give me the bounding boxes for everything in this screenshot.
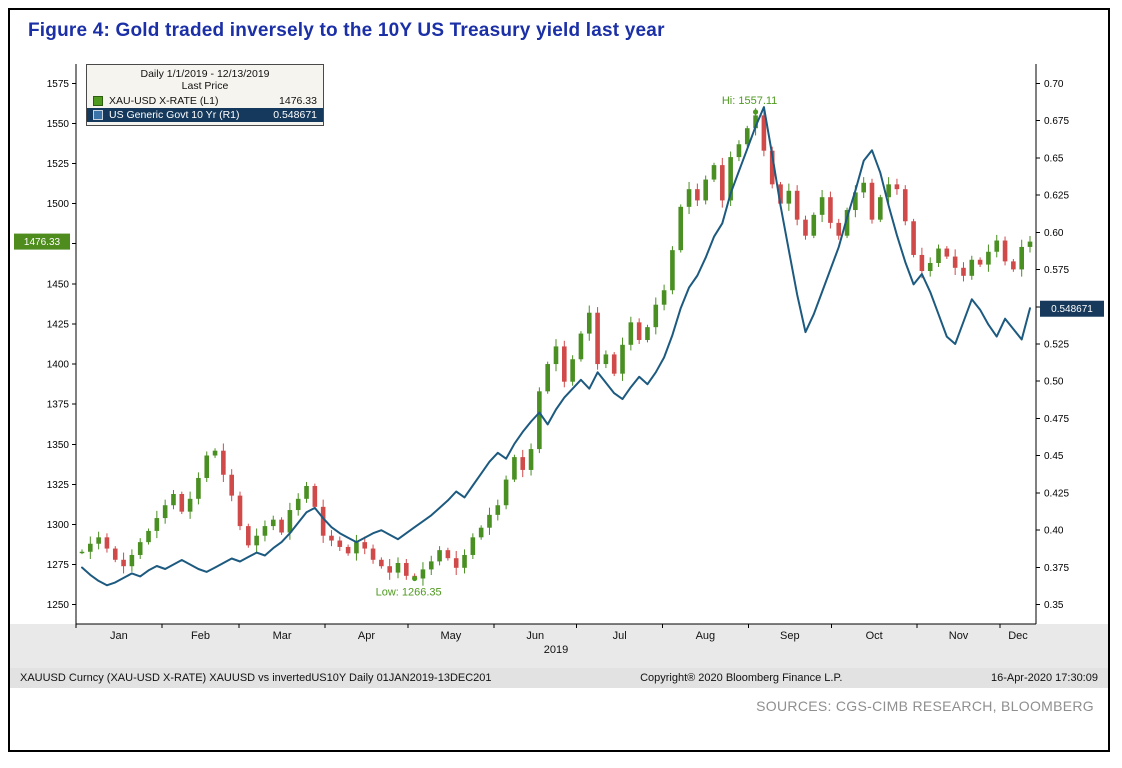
bloomberg-footer: XAUUSD Curncy (XAU-USD X-RATE) XAUUSD vs… bbox=[10, 668, 1108, 688]
svg-text:1275: 1275 bbox=[47, 560, 70, 571]
svg-text:0.65: 0.65 bbox=[1044, 153, 1064, 164]
svg-text:1250: 1250 bbox=[47, 600, 70, 611]
svg-text:Jan: Jan bbox=[110, 630, 128, 642]
svg-text:0.675: 0.675 bbox=[1044, 116, 1069, 127]
gold-candlestick-series bbox=[79, 108, 1033, 586]
svg-text:Oct: Oct bbox=[866, 630, 883, 642]
yield-line-series bbox=[81, 106, 1031, 587]
x-axis-band bbox=[10, 624, 1108, 668]
svg-text:1425: 1425 bbox=[47, 319, 70, 330]
svg-text:1525: 1525 bbox=[47, 159, 70, 170]
svg-text:1550: 1550 bbox=[47, 119, 70, 130]
legend: Daily 1/1/2019 - 12/13/2019 Last Price X… bbox=[86, 64, 324, 126]
svg-text:1500: 1500 bbox=[47, 199, 70, 210]
svg-text:0.525: 0.525 bbox=[1044, 340, 1069, 351]
footer-ticker-text: XAUUSD Curncy (XAU-USD X-RATE) XAUUSD vs… bbox=[20, 672, 492, 684]
high-annotation: Hi: 1557.11 bbox=[722, 95, 777, 107]
svg-text:0.45: 0.45 bbox=[1044, 451, 1064, 462]
svg-text:0.548671: 0.548671 bbox=[1051, 304, 1093, 315]
svg-text:1575: 1575 bbox=[47, 79, 70, 90]
svg-text:1476.33: 1476.33 bbox=[24, 237, 61, 248]
svg-text:May: May bbox=[440, 630, 461, 642]
left-axis-badge: 1476.33 bbox=[14, 233, 70, 250]
svg-text:Feb: Feb bbox=[191, 630, 210, 642]
svg-text:Apr: Apr bbox=[358, 630, 375, 642]
low-annotation: Low: 1266.35 bbox=[376, 586, 442, 598]
right-axis-ticks: 0.350.3750.400.4250.450.4750.500.5250.55… bbox=[1036, 79, 1069, 611]
chart-area: 1250127513001325135013751400142514501475… bbox=[10, 46, 1108, 668]
footer-timestamp: 16-Apr-2020 17:30:09 bbox=[990, 672, 1098, 684]
svg-text:Aug: Aug bbox=[696, 630, 716, 642]
legend-value-yield: 0.548671 bbox=[273, 109, 317, 121]
svg-text:0.575: 0.575 bbox=[1044, 265, 1069, 276]
legend-label-yield: US Generic Govt 10 Yr (R1) bbox=[109, 109, 240, 121]
svg-text:2019: 2019 bbox=[544, 644, 568, 656]
page-title: Figure 4: Gold traded inversely to the 1… bbox=[28, 20, 665, 41]
gold-series-swatch-icon bbox=[93, 96, 103, 106]
svg-text:0.375: 0.375 bbox=[1044, 563, 1069, 574]
svg-text:1375: 1375 bbox=[47, 400, 70, 411]
figure-frame: Figure 4: Gold traded inversely to the 1… bbox=[8, 8, 1110, 752]
svg-text:Sep: Sep bbox=[780, 630, 800, 642]
legend-period: Daily 1/1/2019 - 12/13/2019 bbox=[140, 68, 270, 80]
svg-text:1400: 1400 bbox=[47, 360, 70, 371]
svg-text:0.475: 0.475 bbox=[1044, 414, 1069, 425]
svg-text:Nov: Nov bbox=[949, 630, 969, 642]
svg-text:1450: 1450 bbox=[47, 279, 70, 290]
svg-text:Jun: Jun bbox=[526, 630, 544, 642]
svg-text:0.35: 0.35 bbox=[1044, 600, 1064, 611]
svg-text:1350: 1350 bbox=[47, 440, 70, 451]
svg-text:0.625: 0.625 bbox=[1044, 191, 1069, 202]
svg-text:0.50: 0.50 bbox=[1044, 377, 1064, 388]
svg-text:0.40: 0.40 bbox=[1044, 526, 1064, 537]
legend-subtitle: Last Price bbox=[181, 80, 229, 92]
left-axis-ticks: 1250127513001325135013751400142514501475… bbox=[47, 79, 76, 611]
legend-label-gold: XAU-USD X-RATE (L1) bbox=[109, 95, 219, 107]
sources-line: SOURCES: CGS-CIMB RESEARCH, BLOOMBERG bbox=[756, 698, 1094, 714]
legend-row-yield: US Generic Govt 10 Yr (R1) 0.548671 bbox=[87, 108, 323, 122]
low-marker bbox=[412, 575, 418, 582]
legend-value-gold: 1476.33 bbox=[279, 95, 317, 107]
footer-copyright-text: Copyright® 2020 Bloomberg Finance L.P. bbox=[640, 672, 843, 684]
svg-text:0.425: 0.425 bbox=[1044, 488, 1069, 499]
yield-series-swatch-icon bbox=[93, 110, 103, 120]
annotations: Hi: 1557.11 Low: 1266.35 bbox=[376, 95, 778, 598]
svg-text:1325: 1325 bbox=[47, 480, 70, 491]
svg-text:0.60: 0.60 bbox=[1044, 228, 1064, 239]
svg-text:Dec: Dec bbox=[1008, 630, 1028, 642]
svg-text:1300: 1300 bbox=[47, 520, 70, 531]
svg-text:Jul: Jul bbox=[613, 630, 627, 642]
high-marker bbox=[752, 109, 759, 115]
right-axis-badge: 0.548671 bbox=[1040, 300, 1104, 317]
legend-row-gold: XAU-USD X-RATE (L1) 1476.33 bbox=[87, 94, 323, 108]
x-axis-labels: Jan Feb Mar Apr May Jun Jul Aug Sep Oct Nov Dec 2019 bbox=[75, 624, 1028, 656]
svg-text:0.70: 0.70 bbox=[1044, 79, 1064, 90]
chart-canvas: 1250127513001325135013751400142514501475… bbox=[10, 64, 1108, 668]
svg-text:Mar: Mar bbox=[273, 630, 292, 642]
